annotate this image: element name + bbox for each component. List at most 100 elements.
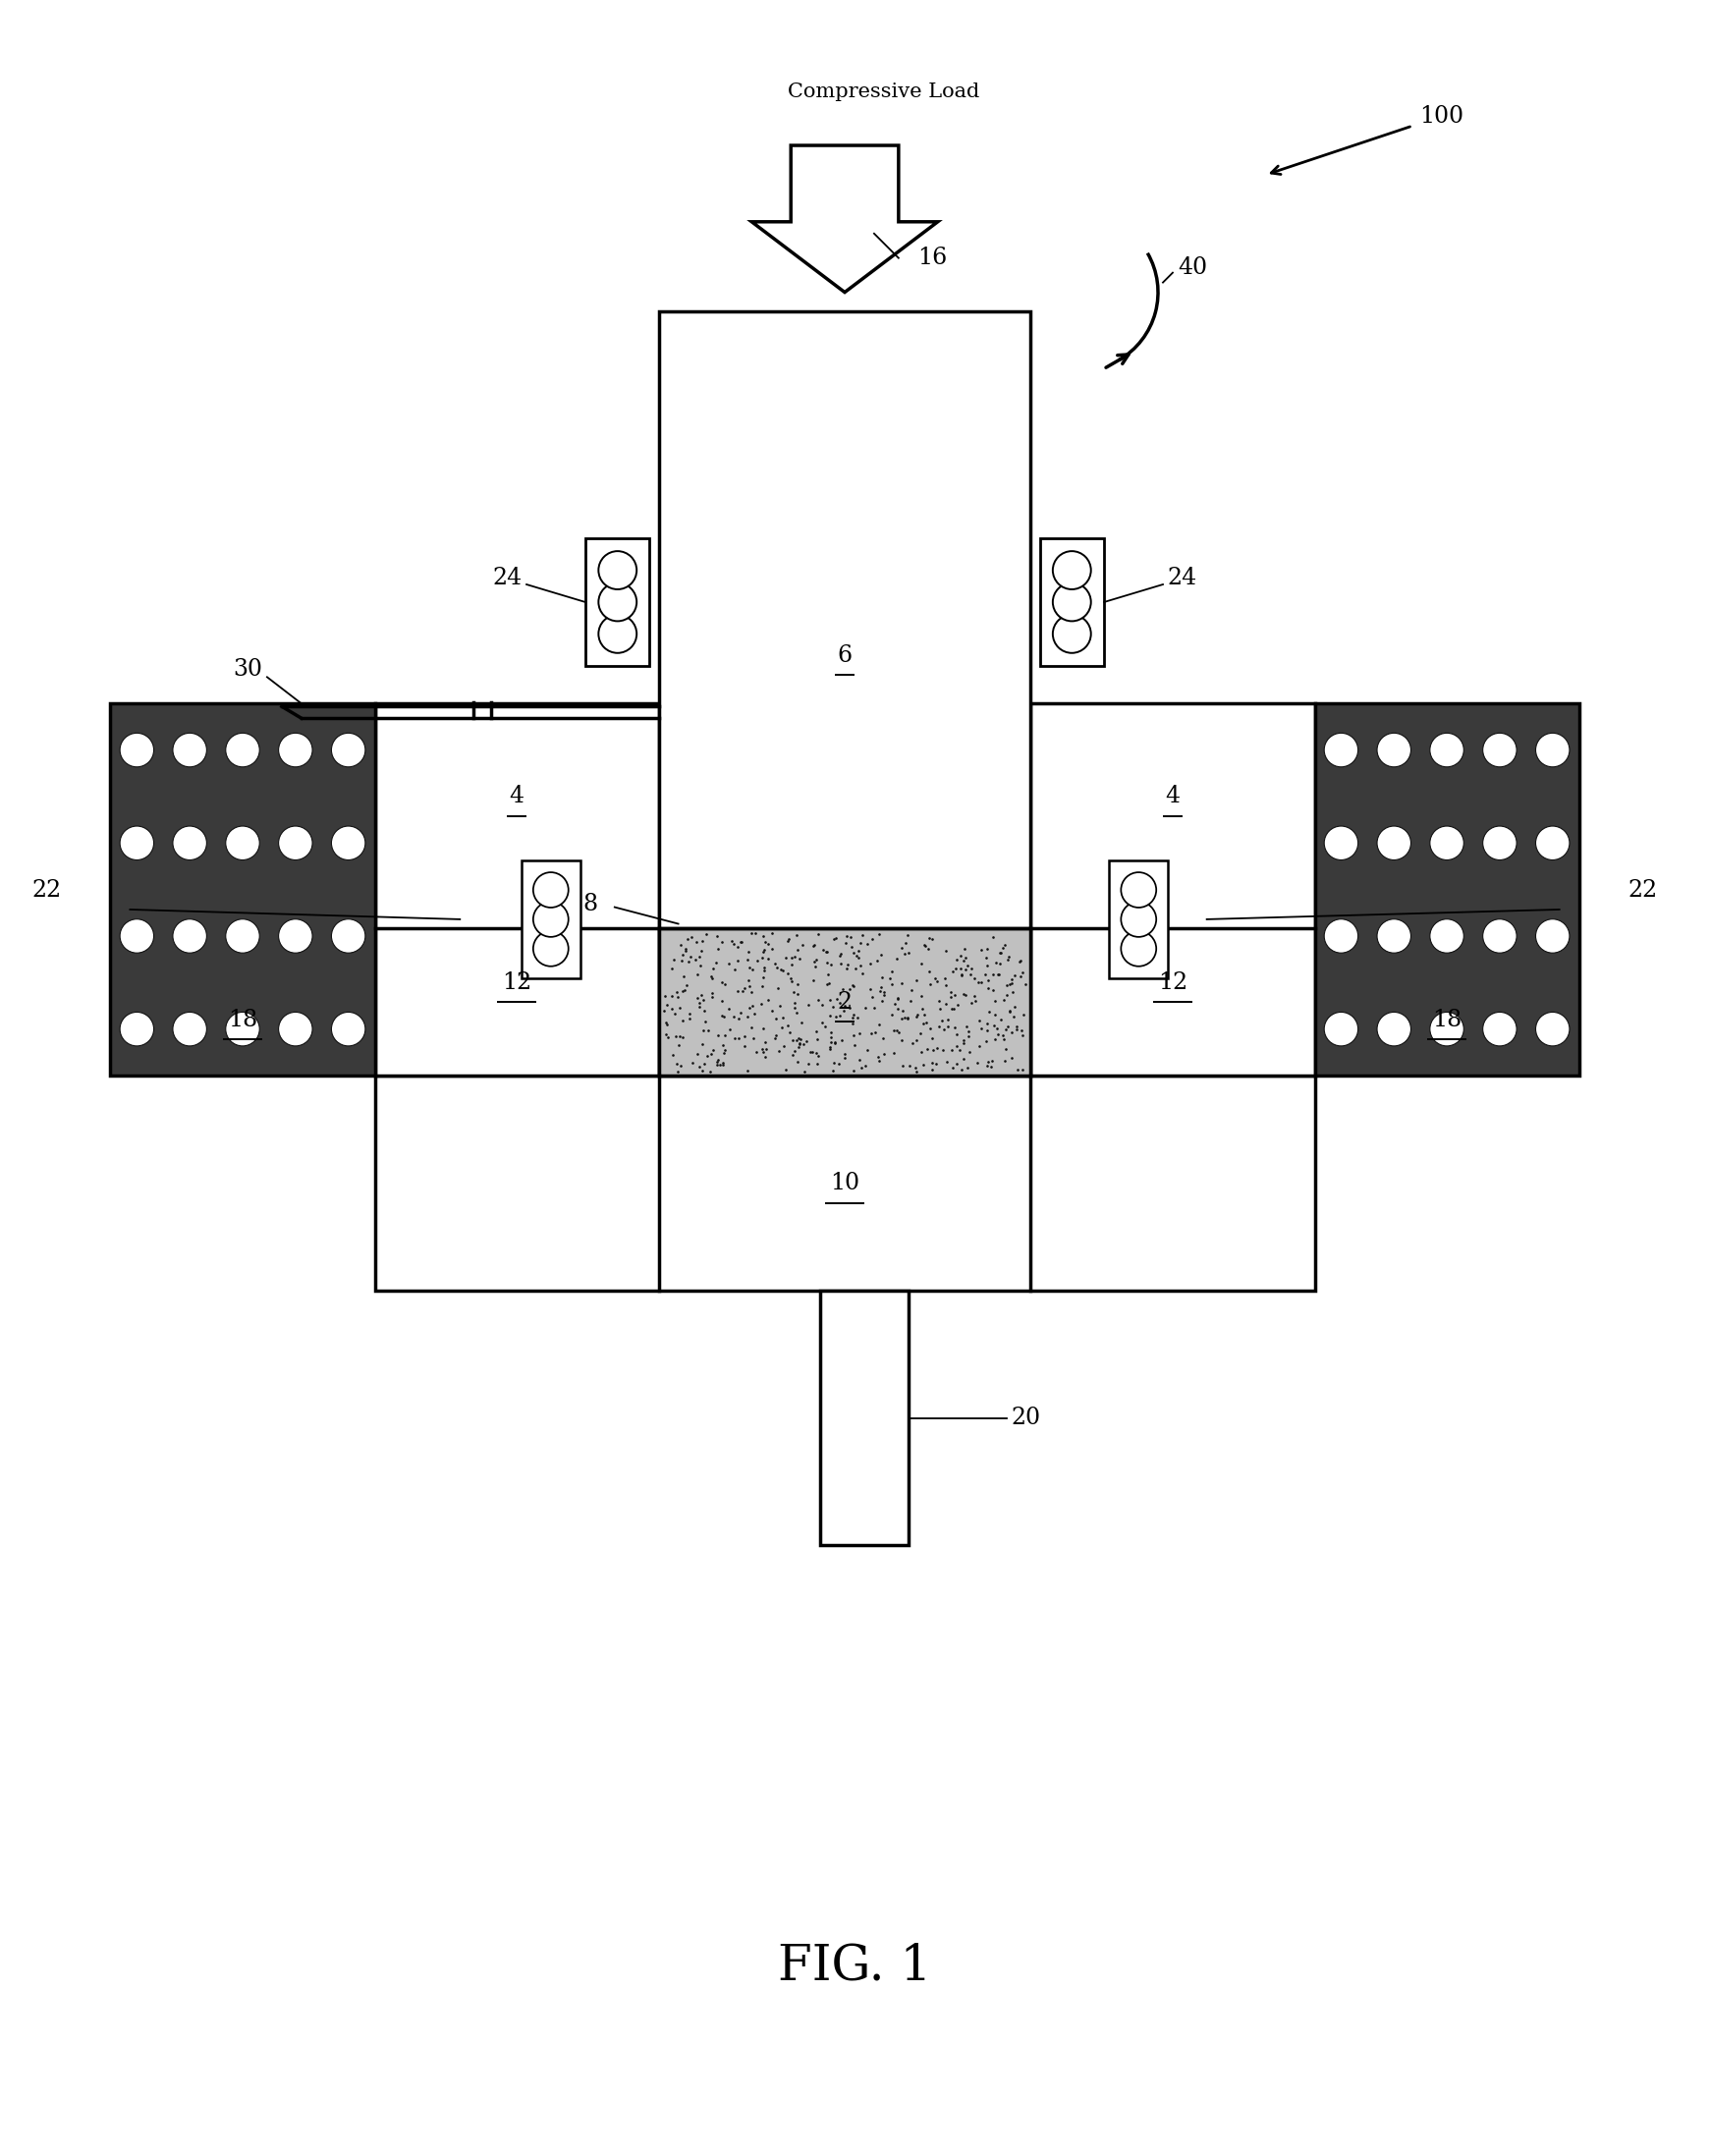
Point: [667, 1048, 694, 1082]
Point: [663, 1046, 691, 1080]
Point: [994, 968, 1021, 1003]
Point: [677, 940, 705, 975]
Point: [992, 1013, 1019, 1048]
Point: [705, 931, 732, 966]
Point: [886, 1015, 913, 1050]
Point: [932, 968, 959, 1003]
Point: [867, 938, 894, 972]
Point: [917, 1011, 944, 1046]
Point: [954, 1050, 982, 1084]
Point: [982, 1022, 1009, 1056]
Point: [951, 944, 978, 979]
Point: [793, 1024, 821, 1059]
Point: [672, 934, 699, 968]
Point: [687, 934, 715, 968]
Point: [917, 921, 944, 955]
Point: [691, 1048, 718, 1082]
Point: [852, 1048, 879, 1082]
Point: [720, 927, 747, 962]
Point: [809, 1005, 836, 1039]
Circle shape: [534, 931, 568, 966]
Point: [930, 1011, 958, 1046]
Point: [785, 1031, 812, 1065]
Point: [770, 1028, 797, 1063]
Point: [836, 972, 864, 1007]
Point: [980, 957, 1007, 992]
Point: [980, 972, 1007, 1007]
Point: [817, 1026, 845, 1061]
Point: [831, 927, 858, 962]
Point: [947, 951, 975, 985]
Point: [752, 1024, 780, 1059]
Circle shape: [279, 826, 313, 860]
Point: [971, 957, 999, 992]
Point: [812, 968, 840, 1003]
Point: [783, 996, 811, 1031]
Point: [992, 1033, 1019, 1067]
Point: [823, 921, 850, 955]
Point: [934, 1003, 961, 1037]
Point: [968, 934, 995, 968]
Point: [684, 1037, 711, 1072]
Point: [887, 1000, 915, 1035]
Point: [797, 1035, 824, 1069]
Point: [705, 1018, 732, 1052]
Point: [961, 979, 988, 1013]
Point: [749, 918, 776, 953]
Point: [887, 929, 915, 964]
Point: [758, 916, 785, 951]
Point: [826, 938, 853, 972]
Point: [826, 936, 853, 970]
Point: [821, 923, 848, 957]
Circle shape: [534, 873, 568, 908]
Point: [658, 979, 686, 1013]
Point: [800, 964, 828, 998]
Point: [987, 936, 1014, 970]
Point: [840, 968, 867, 1003]
Circle shape: [1324, 733, 1358, 768]
Point: [749, 940, 776, 975]
Point: [814, 957, 841, 992]
Point: [942, 951, 970, 985]
Point: [804, 1022, 831, 1056]
Point: [785, 1026, 812, 1061]
Circle shape: [1053, 552, 1091, 589]
Circle shape: [1430, 733, 1464, 768]
Point: [761, 1003, 788, 1037]
Point: [693, 916, 720, 951]
Circle shape: [1324, 918, 1358, 953]
Point: [903, 1024, 930, 1059]
Point: [862, 1015, 889, 1050]
Point: [706, 1048, 734, 1082]
Point: [864, 942, 891, 977]
Circle shape: [1536, 733, 1570, 768]
Point: [944, 987, 971, 1022]
Point: [672, 931, 699, 966]
Point: [891, 1000, 918, 1035]
Point: [973, 949, 1000, 983]
Point: [840, 968, 867, 1003]
Circle shape: [173, 918, 207, 953]
Point: [838, 929, 865, 964]
Bar: [1110, 860, 1168, 979]
Point: [978, 1044, 1005, 1078]
Bar: [658, 929, 1031, 1076]
Text: 4: 4: [510, 785, 525, 808]
Point: [994, 1009, 1021, 1044]
Point: [903, 1000, 930, 1035]
Point: [735, 951, 763, 985]
Point: [778, 964, 805, 998]
Point: [749, 959, 776, 994]
Point: [795, 987, 823, 1022]
Point: [954, 1013, 982, 1048]
Point: [956, 957, 983, 992]
Point: [973, 1007, 1000, 1041]
Point: [836, 921, 864, 955]
Point: [846, 925, 874, 959]
Point: [995, 940, 1023, 975]
Point: [884, 983, 911, 1018]
Point: [858, 979, 886, 1013]
Point: [734, 942, 761, 977]
Point: [932, 934, 959, 968]
Point: [870, 979, 898, 1013]
